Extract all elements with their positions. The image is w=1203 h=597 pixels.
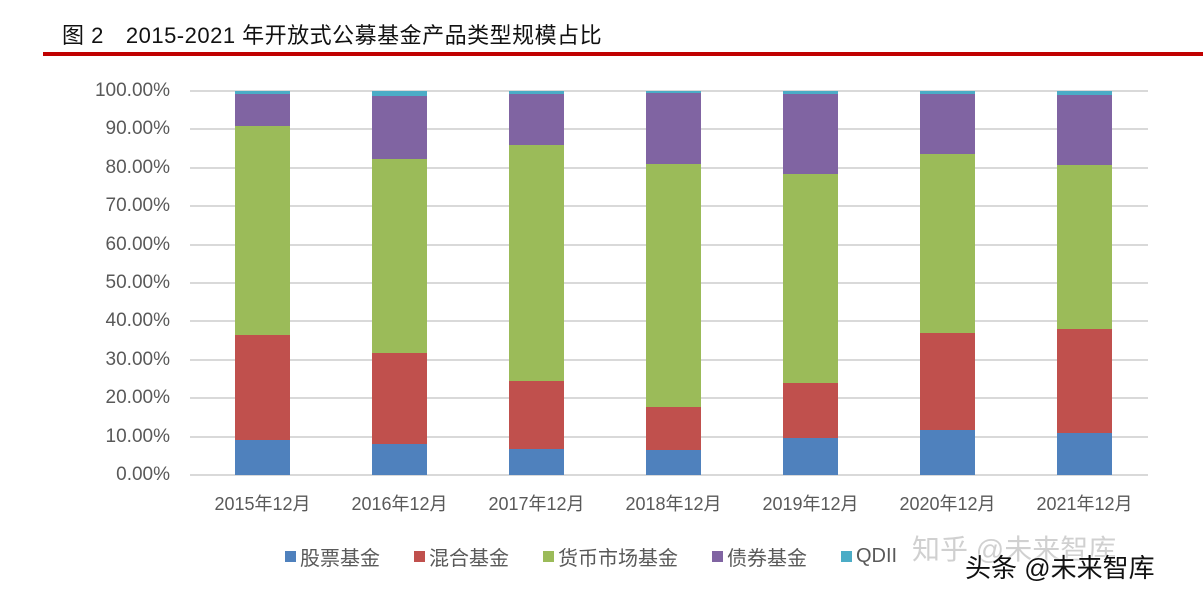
bar-segment <box>509 381 564 450</box>
bar-stack <box>372 91 427 475</box>
legend-item: 股票基金 <box>285 542 380 571</box>
bar-segment <box>646 450 701 475</box>
y-tick-label: 90.00% <box>105 118 170 140</box>
legend-label: 股票基金 <box>300 548 380 570</box>
bar-stack <box>783 91 838 475</box>
bar-stack <box>235 91 290 475</box>
bar-segment <box>509 91 564 95</box>
bar-segment <box>372 91 427 96</box>
bar-segment <box>920 94 975 154</box>
y-tick-label: 70.00% <box>105 195 170 217</box>
y-tick-label: 20.00% <box>105 387 170 409</box>
y-tick-label: 30.00% <box>105 348 170 370</box>
bar-stack <box>646 91 701 475</box>
bar-segment <box>235 91 290 95</box>
bar-segment <box>646 91 701 93</box>
x-tick-label: 2017年12月 <box>488 494 585 514</box>
figure-title: 2015-2021 年开放式公募基金产品类型规模占比 <box>125 23 603 48</box>
watermark-toutiao: 头条 @未来智库 <box>965 553 1155 583</box>
bar-segment <box>920 91 975 95</box>
bar-segment <box>783 438 838 475</box>
y-tick-label: 50.00% <box>105 272 170 293</box>
gridline <box>190 90 1148 92</box>
legend-label: QDII <box>856 545 898 567</box>
legend-label: 债券基金 <box>727 548 807 570</box>
x-tick-label: 2020年12月 <box>899 494 996 514</box>
bar-segment <box>235 440 290 475</box>
y-tick-label: 10.00% <box>105 425 170 447</box>
bar-segment <box>783 174 838 384</box>
y-tick-label: 40.00% <box>105 310 170 332</box>
chart-title: 图 2 2015-2021 年开放式公募基金产品类型规模占比 <box>62 18 602 50</box>
bar-segment <box>1057 95 1112 166</box>
watermark-zhihu: 知乎 @未来智库 <box>912 534 1117 565</box>
gridline <box>190 474 1148 476</box>
bar-segment <box>783 91 838 95</box>
bar-segment <box>235 125 290 335</box>
legend-swatch-icon <box>285 551 296 562</box>
bar-segment <box>920 430 975 475</box>
bar-segment <box>235 334 290 441</box>
x-tick-label: 2021年12月 <box>1036 494 1133 514</box>
legend-label: 混合基金 <box>429 548 509 570</box>
bar-stack <box>920 91 975 475</box>
legend-item: QDII <box>841 545 897 568</box>
bar-segment <box>509 449 564 475</box>
x-tick-label: 2019年12月 <box>762 494 859 514</box>
x-tick-label: 2015年12月 <box>214 494 311 514</box>
bar-segment <box>372 95 427 160</box>
bar-segment <box>783 383 838 439</box>
bar-segment <box>646 164 701 408</box>
bar-stack <box>509 91 564 475</box>
bar-segment <box>920 154 975 334</box>
legend-item: 货币市场基金 <box>543 542 678 571</box>
legend: 股票基金 混合基金 货币市场基金 债券基金 QDII <box>285 542 931 571</box>
y-tick-label: 60.00% <box>105 233 170 255</box>
bar-segment <box>1057 328 1112 433</box>
bar-segment <box>1057 91 1112 96</box>
bar-segment <box>646 92 701 165</box>
y-tick-label: 0.00% <box>116 464 170 485</box>
legend-swatch-icon <box>543 551 554 562</box>
x-tick-label: 2018年12月 <box>625 494 722 514</box>
bar-segment <box>920 333 975 431</box>
bar-segment <box>1057 432 1112 475</box>
bar-segment <box>509 94 564 146</box>
x-tick-label: 2016年12月 <box>351 494 448 514</box>
plot-area <box>190 90 1148 476</box>
bar-segment <box>372 159 427 354</box>
bar-segment <box>235 94 290 126</box>
bar-segment <box>372 444 427 475</box>
bar-stack <box>1057 91 1112 475</box>
legend-item: 混合基金 <box>414 542 509 571</box>
bar-segment <box>372 353 427 445</box>
bar-segment <box>646 407 701 451</box>
legend-item: 债券基金 <box>712 542 807 571</box>
y-tick-label: 100.00% <box>94 80 170 101</box>
y-tick-label: 80.00% <box>105 156 170 178</box>
bar-segment <box>509 145 564 382</box>
bar-segment <box>783 94 838 175</box>
legend-swatch-icon <box>841 551 852 562</box>
figure-label: 图 2 <box>62 23 104 48</box>
legend-swatch-icon <box>712 551 723 562</box>
legend-swatch-icon <box>414 551 425 562</box>
title-rule <box>43 52 1203 56</box>
legend-label: 货币市场基金 <box>558 548 678 570</box>
bar-segment <box>1057 165 1112 329</box>
